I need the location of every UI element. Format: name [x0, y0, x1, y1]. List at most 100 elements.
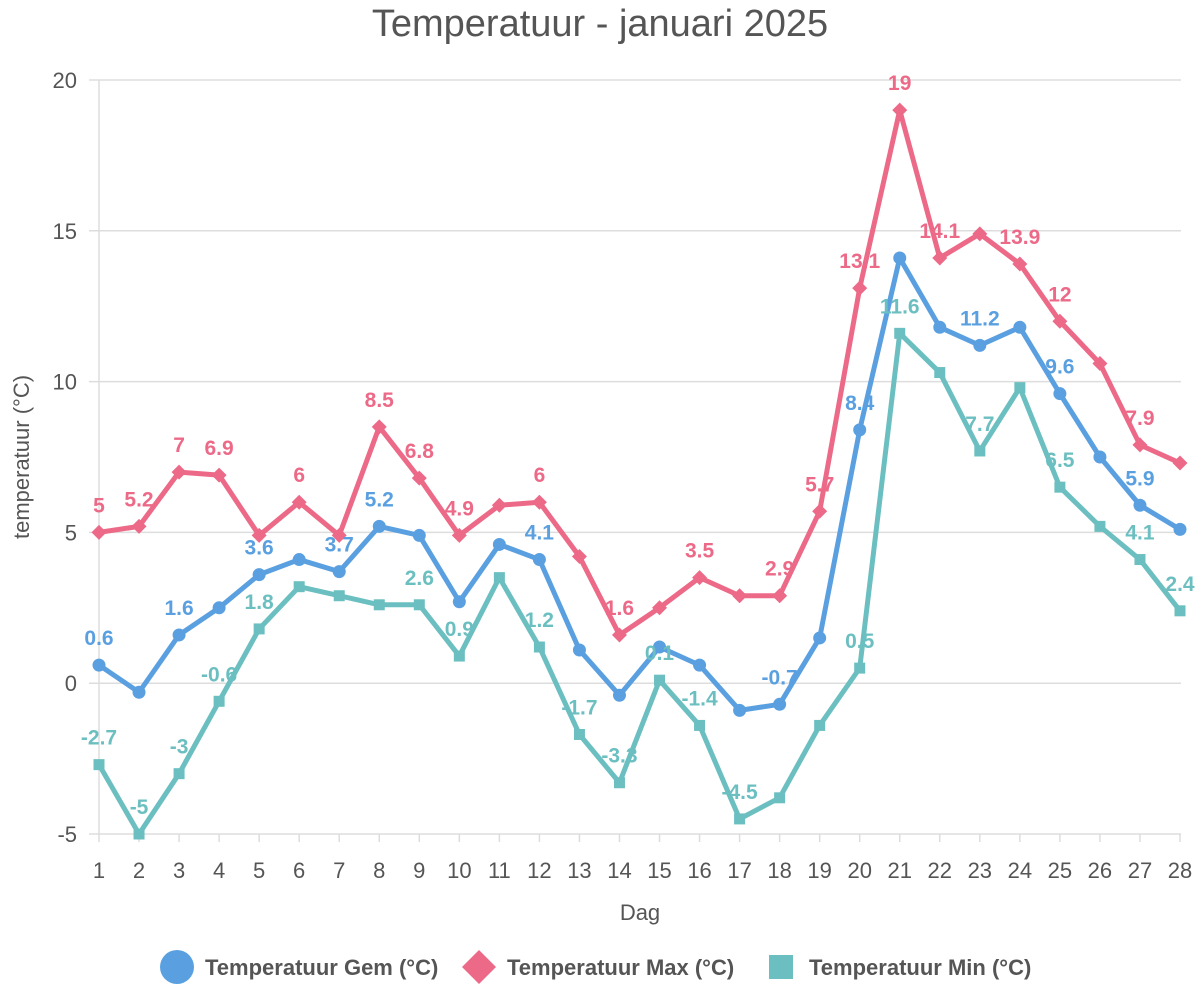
data-point	[1134, 554, 1146, 566]
data-point	[133, 828, 145, 840]
data-point	[611, 627, 627, 643]
series-line	[96, 255, 1183, 713]
data-point	[371, 419, 387, 435]
data-point	[571, 549, 587, 565]
data-label: 0.1	[645, 642, 675, 665]
data-point	[1094, 520, 1106, 532]
y-tick-label: 0	[65, 671, 77, 696]
legend-item[interactable]: Temperatuur Max (°C)	[462, 950, 734, 984]
data-label: 1.6	[164, 597, 193, 620]
legend-item[interactable]: Temperatuur Gem (°C)	[160, 950, 438, 984]
y-tick-label: 20	[53, 68, 77, 93]
data-point	[733, 703, 747, 717]
x-tick-label: 14	[607, 858, 631, 883]
x-tick-label: 25	[1048, 858, 1072, 883]
legend-diamond-icon	[462, 950, 496, 984]
series-line	[96, 330, 1183, 837]
x-tick-label: 2	[133, 858, 145, 883]
x-tick-label: 9	[413, 858, 425, 883]
data-point	[291, 494, 307, 510]
data-point	[212, 601, 226, 615]
x-tick-label: 6	[293, 858, 305, 883]
data-point	[932, 250, 948, 266]
data-label: 6	[293, 464, 305, 487]
data-label: 7	[173, 434, 185, 457]
data-label: 6.5	[1045, 449, 1075, 472]
data-point	[613, 777, 625, 789]
legend-square-icon	[769, 955, 793, 979]
data-point	[373, 599, 385, 611]
data-point	[734, 813, 746, 825]
y-axis-title: temperatuur (°C)	[9, 375, 34, 539]
data-label: 19	[888, 72, 911, 95]
data-point	[1052, 313, 1068, 329]
y-tick-label: 15	[53, 219, 77, 244]
grid-lines	[89, 79, 1181, 835]
x-tick-label: 12	[527, 858, 551, 883]
data-point	[774, 792, 786, 804]
series-1	[92, 251, 1187, 717]
data-point	[1053, 387, 1067, 401]
data-point	[934, 367, 946, 379]
data-label: 8.4	[845, 392, 875, 415]
data-label: -3.3	[601, 745, 637, 768]
x-tick-label: 15	[647, 858, 671, 883]
x-tick-label: 23	[968, 858, 992, 883]
x-tick-label: 17	[727, 858, 751, 883]
series-3	[93, 327, 1186, 840]
data-label: 6	[534, 464, 546, 487]
data-label: 12	[1048, 283, 1071, 306]
data-label: 4.1	[1125, 522, 1155, 545]
data-label: 6.9	[205, 437, 234, 460]
data-label: 13.1	[839, 250, 880, 273]
data-label: -2.7	[81, 727, 117, 750]
data-point	[894, 327, 906, 339]
data-point	[533, 641, 545, 653]
data-label: 7.7	[965, 413, 994, 436]
legend-circle-icon	[160, 950, 194, 984]
data-point	[491, 497, 507, 513]
data-point	[331, 527, 347, 543]
data-point	[411, 470, 427, 486]
data-point	[812, 503, 828, 519]
data-label: 2.9	[765, 558, 794, 581]
data-label: 14.1	[919, 220, 960, 243]
data-label: 6.8	[405, 440, 435, 463]
data-point	[413, 599, 425, 611]
x-tick-label: 1	[93, 858, 105, 883]
data-point	[1172, 455, 1188, 471]
data-point	[612, 688, 626, 702]
x-tick-label: 18	[767, 858, 791, 883]
data-point	[892, 102, 908, 118]
data-label: 7.9	[1125, 407, 1154, 430]
data-point	[972, 226, 988, 242]
data-label: -5	[130, 796, 149, 819]
data-point	[772, 588, 788, 604]
x-tick-label: 7	[333, 858, 345, 883]
series-line	[96, 107, 1183, 638]
data-point	[654, 674, 666, 686]
y-axis-ticks: -5 0 5 10 15 20	[53, 68, 77, 847]
data-point	[652, 600, 668, 616]
y-tick-label: 10	[53, 370, 77, 395]
data-label: 0.9	[445, 618, 474, 641]
data-point	[252, 568, 266, 582]
data-label: 5	[93, 494, 105, 517]
data-label: 3.7	[325, 534, 354, 557]
data-label: 4.9	[445, 497, 474, 520]
data-label: 11.6	[880, 295, 920, 318]
series-layer	[91, 102, 1188, 840]
data-label: 1.2	[525, 609, 554, 632]
data-point	[1013, 320, 1027, 334]
data-point	[93, 759, 105, 771]
data-point	[854, 662, 866, 674]
data-label: 13.9	[999, 226, 1040, 249]
data-label: 9.6	[1045, 356, 1074, 379]
x-tick-label: 21	[887, 858, 911, 883]
data-point	[773, 697, 787, 711]
legend: Temperatuur Gem (°C) Temperatuur Max (°C)…	[160, 950, 1031, 984]
legend-item[interactable]: Temperatuur Min (°C)	[769, 955, 1031, 980]
data-point	[132, 685, 146, 699]
